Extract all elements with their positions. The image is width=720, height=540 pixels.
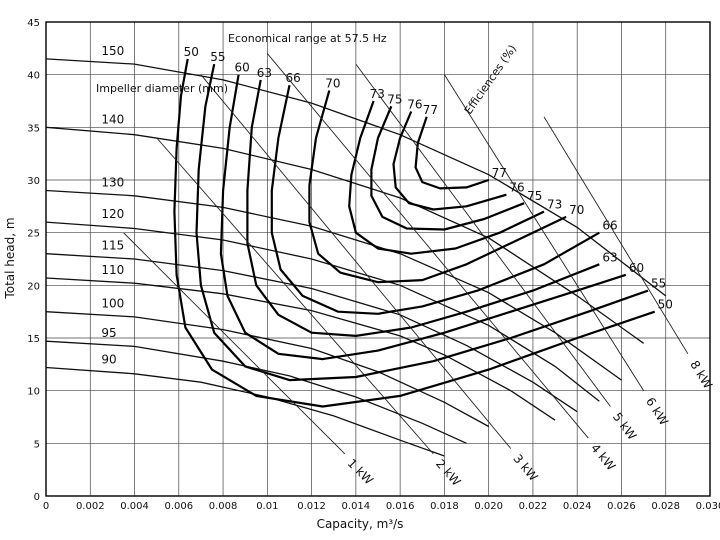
efficiency-end-label: 55 [651,277,666,291]
efficiency-end-label: 50 [658,298,673,312]
x-tick-label: 0.006 [164,501,193,512]
y-tick-label: 0 [34,492,40,503]
y-axis-title: Total head, m [3,217,17,299]
x-axis-title: Capacity, m³/s [317,517,404,531]
efficiency-curve-55 [195,63,649,382]
x-tick-label: 0.028 [651,501,680,512]
power-line-label: 2 kW [433,457,464,489]
y-tick-label: 15 [27,334,40,345]
head-curve-label: 90 [101,352,116,366]
efficiency-curve-70 [308,90,567,284]
power-line-4kW [266,53,589,439]
x-tick-label: 0 [43,501,49,512]
x-tick-label: 0.016 [386,501,415,512]
y-tick-label: 40 [27,71,40,82]
power-line-2kW [156,137,434,455]
x-tick-label: 0.018 [430,501,459,512]
power-line-label: 3 kW [510,452,540,484]
y-tick-label: 25 [27,229,40,240]
efficiency-annotation: Efficiences (%) [462,42,519,116]
efficiency-curve-60 [219,74,627,361]
head-curve-100 [45,311,490,428]
power-lines: 1 kW 2 kW 3 kW 4 kW5 kW 6 kW 8 kW [123,53,715,489]
efficiency-end-label: 76 [509,181,524,195]
head-curve-110 [45,277,556,421]
head-curve-label: 115 [101,239,124,253]
efficiency-curve-73 [348,100,545,255]
efficiency-end-label: 63 [602,250,617,264]
power-line-label: 1 kW [345,456,376,487]
x-tick-label: 0.024 [563,501,592,512]
y-tick-label: 30 [27,176,40,187]
y-tick-label: 10 [27,387,40,398]
head-curve-label: 130 [101,176,124,190]
power-line-6kW [444,74,644,391]
y-tick-label: 5 [34,439,40,450]
axes [45,21,711,497]
power-line-5kW [355,63,611,407]
head-curve-label: 150 [101,44,124,58]
y-tick-label: 20 [27,281,40,292]
power-line-label: 5 kW [610,410,639,443]
head-curve-95 [45,340,467,444]
x-tick-label: 0.020 [474,501,503,512]
y-tick-labels: 0 5 10 15 20 25 30 35 40 45 [27,18,40,503]
x-tick-label: 0.004 [120,501,149,512]
x-tick-label: 0.026 [607,501,636,512]
efficiency-top-label: 73 [370,87,385,101]
head-curve-115 [45,253,578,413]
plot-frame [45,21,711,497]
x-tick-label: 0.01 [256,501,278,512]
head-curve-label: 110 [101,263,124,277]
x-tick-label: 0.022 [519,501,548,512]
efficiency-curve-63 [246,79,600,337]
y-tick-label: 35 [27,123,40,134]
efficiency-top-label: 60 [235,61,250,75]
efficiency-top-label: 70 [325,76,340,90]
x-tick-labels: 0 0.002 0.004 0.006 0.008 0.01 0.012 0.014 0.016… [43,501,720,512]
power-line-label: 8 kW [687,358,715,391]
head-curve-140 [45,126,644,344]
efficiency-top-label: 77 [423,103,438,117]
power-line-8kW [543,116,689,355]
head-curve-label: 120 [101,207,124,221]
efficiency-top-label: 55 [210,50,225,64]
head-curve-label: 100 [101,297,124,311]
efficiency-end-label: 60 [629,261,644,275]
efficiency-curve-50 [173,58,656,408]
power-line-3kW [200,74,512,449]
efficiency-end-label: 77 [492,166,507,180]
power-line-label: 4 kW [588,441,618,473]
impeller-diameter-annotation: Impeller diameter (mm) [96,82,228,95]
head-curve-120 [45,221,600,402]
efficiency-curve-77 [414,116,490,190]
head-curve-label: 95 [101,326,116,340]
x-tick-label: 0.030 [696,501,720,512]
efficiency-top-label: 50 [184,45,199,59]
efficiency-curve-76 [392,111,507,211]
power-line-1kW [123,232,346,455]
head-curve-90 [45,366,445,457]
x-tick-label: 0.012 [297,501,326,512]
efficiency-curve-66 [270,84,600,315]
head-curve-label: 140 [101,112,124,126]
power-line-label: 6 kW [643,395,671,428]
efficiency-end-label: 75 [527,189,542,203]
efficiency-top-label: 75 [387,92,402,106]
efficiency-top-label: 63 [257,66,272,80]
economical-range-annotation: Economical range at 57.5 Hz [228,32,387,45]
x-tick-label: 0.014 [342,501,371,512]
efficiency-curve-75 [370,105,525,231]
grid [45,21,711,497]
efficiency-top-label: 76 [407,98,422,112]
efficiency-top-label: 66 [285,71,300,85]
x-tick-label: 0.002 [76,501,105,512]
efficiency-curves: 5050555560606363666670707373757576767777 [173,45,673,408]
y-tick-label: 45 [27,18,40,29]
x-tick-label: 0.008 [209,501,238,512]
efficiency-end-label: 73 [547,198,562,212]
efficiency-end-label: 70 [569,203,584,217]
